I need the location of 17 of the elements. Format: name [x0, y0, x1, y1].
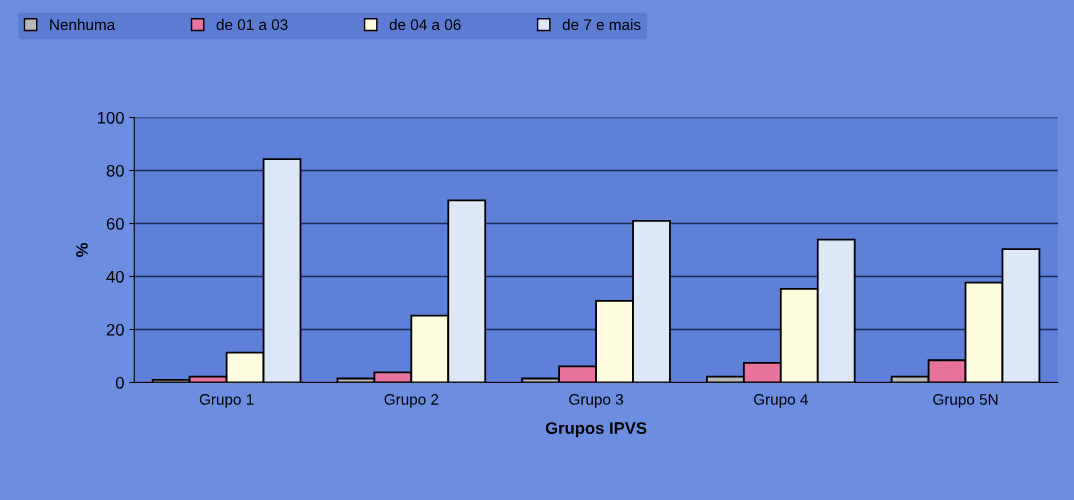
y-axis-title: %	[76, 243, 88, 257]
y-tick-label: 40	[106, 270, 124, 283]
x-tick-label: Grupo 4	[753, 394, 808, 408]
y-tick-label: 100	[97, 111, 124, 124]
y-tick-label: 80	[106, 164, 124, 177]
y-tick-label: 60	[106, 217, 124, 230]
x-tick-label: Grupo 3	[569, 394, 623, 408]
legend-label: de 7 e mais	[562, 18, 641, 31]
x-tick-label: Grupo 5N	[933, 394, 998, 408]
y-tick-label: 20	[106, 323, 124, 336]
legend-label: Nenhuma	[50, 18, 116, 31]
legend-label: de 04 a 06	[389, 18, 461, 31]
x-tick-label: Grupo 1	[199, 394, 254, 408]
y-tick-label: 0	[115, 376, 124, 389]
legend-label: de 01 a 03	[216, 18, 288, 31]
x-tick-label: Grupo 2	[384, 394, 439, 408]
x-axis-title: Grupos IPVS	[545, 422, 647, 438]
